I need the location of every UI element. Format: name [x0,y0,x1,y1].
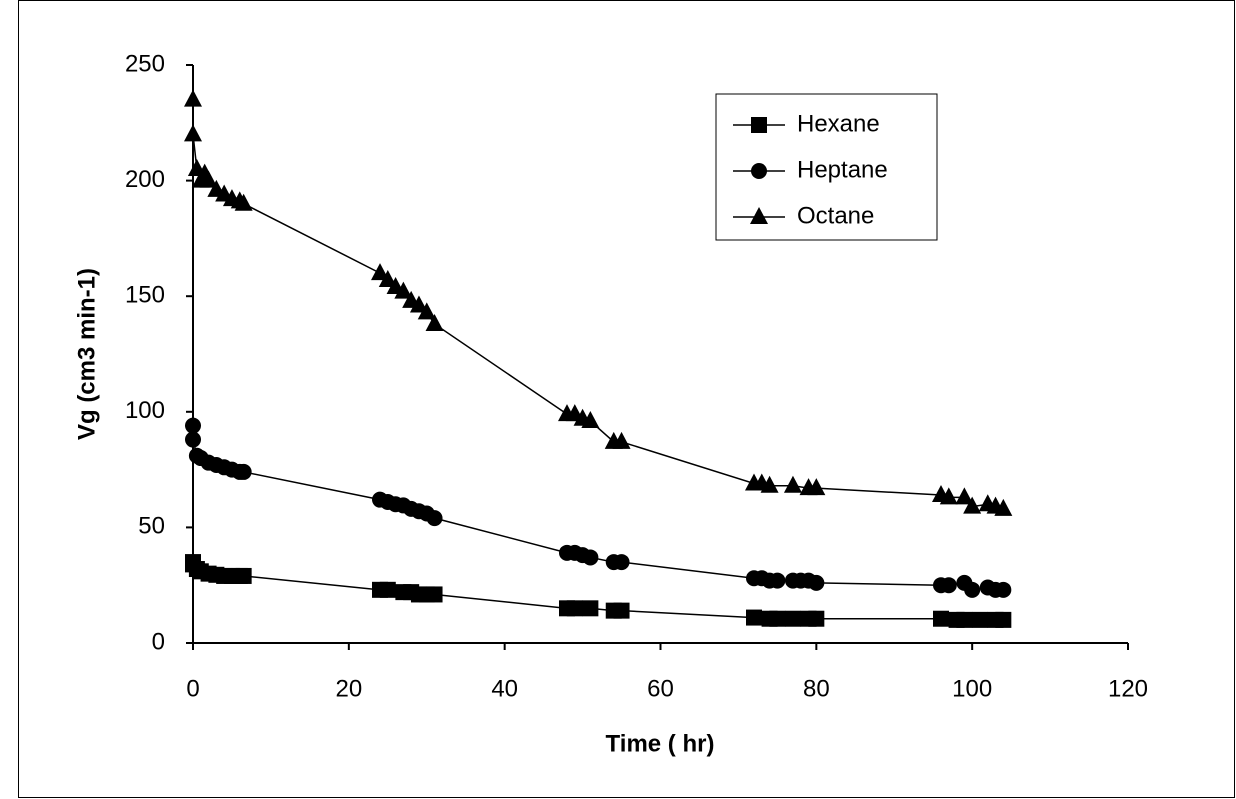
marker [955,487,974,505]
y-tick-label: 0 [152,628,165,655]
marker [582,600,599,617]
y-tick-label: 200 [125,166,165,193]
x-tick-label: 40 [491,675,518,702]
marker [417,302,436,320]
marker [582,549,599,566]
marker [971,611,988,628]
marker [807,478,826,496]
marker [963,496,982,514]
marker [235,567,252,584]
y-tick-label: 150 [125,282,165,309]
legend-label: Octane [797,202,874,229]
marker [995,611,1012,628]
marker [409,295,428,313]
marker [769,610,786,627]
marker [783,475,802,493]
legend-marker [750,207,768,224]
marker [964,581,981,598]
marker [613,554,630,571]
marker [581,411,600,429]
marker [995,581,1012,598]
marker [566,600,583,617]
marker [379,581,396,598]
marker [940,577,957,594]
x-axis-label: Time ( hr) [606,730,715,757]
marker [199,170,218,188]
x-tick-label: 120 [1108,675,1148,702]
y-tick-label: 50 [138,513,165,540]
marker [378,270,397,288]
x-tick-label: 20 [335,675,362,702]
marker [426,586,443,603]
marker [939,487,958,505]
marker [185,417,201,434]
marker [784,610,801,627]
legend-label: Hexane [797,110,880,137]
x-tick-label: 60 [647,675,674,702]
marker [746,609,762,626]
legend-label: Heptane [797,156,888,183]
marker [994,498,1013,516]
marker [612,431,631,449]
marker [371,263,389,281]
y-tick-label: 250 [125,50,165,77]
marker [769,572,786,589]
marker [933,610,949,627]
marker [185,431,201,448]
y-tick-label: 100 [125,397,165,424]
marker [808,574,825,591]
marker [760,475,779,493]
marker [808,610,825,627]
marker [184,124,202,142]
legend-marker [751,163,767,179]
marker [234,193,253,211]
x-tick-label: 0 [186,675,199,702]
marker [184,89,202,107]
marker [613,602,630,619]
legend-marker [751,117,767,133]
chart-frame [18,0,1235,798]
marker [425,313,444,331]
y-axis-label: Vg (cm3 min-1) [73,268,100,440]
marker [426,510,443,527]
marker [956,611,973,628]
x-tick-label: 80 [803,675,830,702]
x-tick-label: 100 [952,675,992,702]
marker [235,463,252,480]
marker [394,281,413,299]
